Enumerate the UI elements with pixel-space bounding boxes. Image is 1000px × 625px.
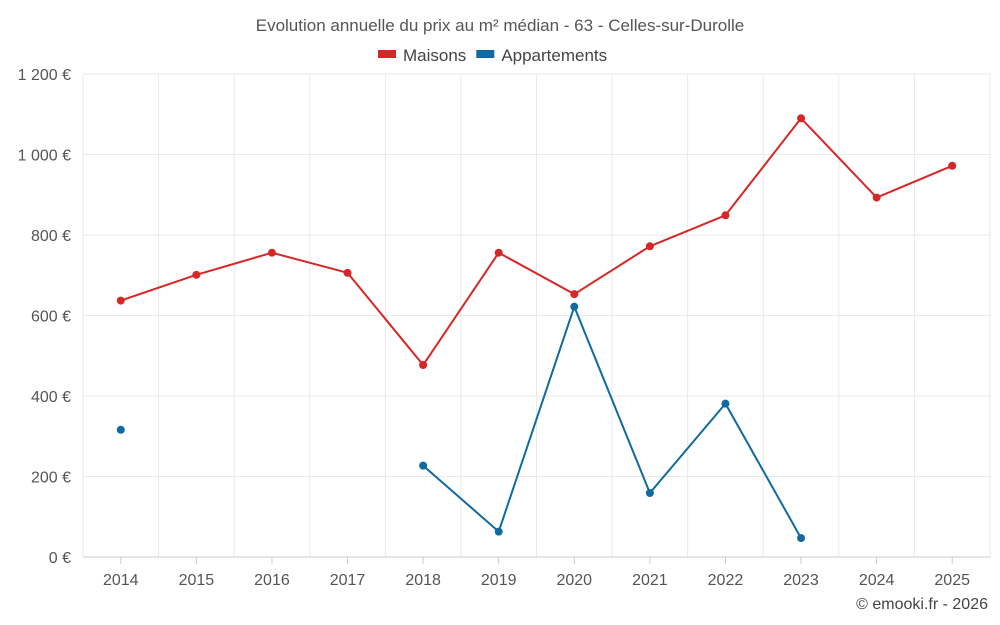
data-point [645, 489, 654, 498]
data-point [267, 248, 276, 257]
data-point [721, 211, 730, 220]
legend-swatch [476, 50, 495, 58]
legend-label: Maisons [403, 46, 466, 65]
x-tick-label: 2019 [481, 572, 517, 589]
series-line [422, 305, 727, 533]
data-point [872, 193, 881, 202]
legend-item-maisons: Maisons [378, 46, 466, 65]
data-point [116, 425, 125, 434]
y-axis: 0 € 200 € 400 € 600 € 800 € 1 000 € 1 200 € [18, 67, 71, 567]
x-tick-label: 2022 [708, 572, 744, 589]
series-appartements [116, 302, 806, 543]
data-point [570, 302, 579, 311]
legend-label: Appartements [501, 46, 607, 65]
x-tick-label: 2023 [783, 572, 819, 589]
data-point [570, 290, 579, 299]
data-point [494, 248, 503, 257]
legend-item-appartements: Appartements [476, 46, 607, 65]
data-point [419, 461, 428, 470]
data-point [419, 361, 428, 370]
data-point [797, 534, 806, 543]
data-point [494, 527, 503, 536]
x-tick-label: 2021 [632, 572, 668, 589]
series-line [120, 117, 953, 367]
series-line [724, 403, 802, 539]
y-tick-label: 1 000 € [18, 148, 71, 165]
series-maisons [116, 114, 957, 370]
series [116, 114, 957, 543]
x-tick-label: 2015 [179, 572, 215, 589]
x-tick-label: 2016 [254, 572, 290, 589]
x-tick-label: 2014 [103, 572, 139, 589]
data-point [948, 161, 957, 170]
data-point [645, 242, 654, 251]
y-tick-label: 0 € [49, 550, 71, 567]
data-point [343, 268, 352, 277]
data-point [116, 296, 125, 305]
legend: Maisons Appartements [378, 46, 607, 65]
credit-text: © emooki.fr - 2026 [856, 596, 988, 613]
y-tick-label: 800 € [31, 228, 71, 245]
x-axis: 2014 2015 2016 2017 2018 2019 2020 2021 2022 2023… [83, 556, 990, 589]
data-point [192, 270, 201, 279]
legend-swatch [378, 50, 396, 58]
x-tick-label: 2025 [934, 572, 970, 589]
grid [82, 73, 991, 557]
y-tick-label: 1 200 € [18, 67, 71, 84]
data-point [797, 114, 806, 123]
x-tick-label: 2017 [330, 572, 366, 589]
y-tick-label: 400 € [31, 389, 71, 406]
x-tick-label: 2020 [556, 572, 592, 589]
chart-title: Evolution annuelle du prix au m² médian … [256, 16, 745, 35]
y-tick-label: 600 € [31, 309, 71, 326]
y-tick-label: 200 € [31, 470, 71, 487]
x-tick-label: 2024 [859, 572, 895, 589]
x-tick-label: 2018 [405, 572, 441, 589]
